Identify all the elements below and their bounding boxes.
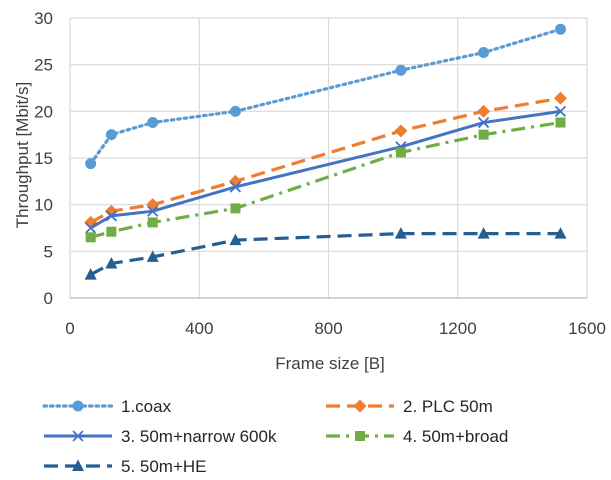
data-point-marker — [105, 129, 117, 141]
data-point-marker — [85, 232, 96, 243]
data-point-marker — [394, 124, 408, 138]
x-tick-label: 1200 — [439, 319, 477, 338]
legend-entry: 2. PLC 50m — [326, 397, 493, 416]
legend-swatch-marker — [72, 400, 84, 412]
series-2 — [84, 91, 568, 229]
legend-entry: 4. 50m+broad — [326, 427, 508, 446]
series-5 — [84, 227, 567, 280]
legend-label: 1.coax — [121, 397, 172, 416]
y-tick-label: 25 — [34, 56, 53, 75]
legend-label: 3. 50m+narrow 600k — [121, 427, 277, 446]
y-tick-label: 10 — [34, 196, 53, 215]
data-point-marker — [230, 203, 241, 214]
x-tick-label: 400 — [185, 319, 213, 338]
data-point-marker — [229, 181, 242, 193]
data-point-marker — [477, 104, 491, 118]
legend-swatch-marker — [355, 431, 365, 441]
y-tick-label: 15 — [34, 149, 53, 168]
legend-label: 5. 50m+HE — [121, 457, 207, 476]
series-line — [89, 27, 563, 166]
series-line — [89, 96, 561, 224]
legend-entry: 3. 50m+narrow 600k — [44, 427, 277, 446]
series-line — [89, 109, 561, 230]
x-tick-label: 800 — [314, 319, 342, 338]
data-point-marker — [147, 205, 159, 217]
data-point-marker — [478, 129, 489, 140]
data-point-marker — [106, 226, 117, 237]
data-point-marker — [477, 227, 490, 239]
data-point-marker — [395, 147, 406, 158]
series-line — [90, 120, 561, 239]
series-3 — [85, 105, 567, 234]
legend-entry: 1.coax — [42, 397, 172, 416]
data-point-marker — [146, 250, 159, 262]
legend-label: 4. 50m+broad — [403, 427, 508, 446]
grid-lines — [69, 17, 588, 299]
series-group — [84, 23, 568, 280]
x-axis-title: Frame size [B] — [275, 354, 385, 373]
data-point-marker — [555, 23, 567, 35]
data-point-marker — [555, 117, 566, 128]
x-tick-label: 1600 — [568, 319, 606, 338]
data-point-marker — [395, 64, 407, 76]
data-point-marker — [105, 256, 118, 269]
y-axis-title: Throughput [Mbit/s] — [13, 82, 32, 228]
data-point-marker — [394, 227, 407, 239]
data-point-marker — [477, 116, 490, 129]
series-4 — [85, 117, 566, 243]
legend-swatch-marker — [72, 459, 84, 471]
legend-swatch-marker — [72, 430, 84, 442]
data-point-marker — [105, 210, 117, 222]
legend-label: 2. PLC 50m — [403, 397, 493, 416]
series-line — [89, 232, 561, 277]
data-point-marker — [229, 105, 241, 117]
legend: 1.coax 2. PLC 50m 3. 50m+narrow 600k 4. 50m… — [42, 397, 508, 476]
x-tick-label: 0 — [65, 319, 74, 338]
y-tick-label: 0 — [44, 289, 53, 308]
series-1 — [85, 23, 567, 170]
data-point-marker — [229, 233, 242, 246]
legend-entry: 5. 50m+HE — [44, 457, 207, 476]
data-point-marker — [554, 91, 568, 105]
data-point-marker — [478, 47, 490, 59]
data-point-marker — [85, 222, 97, 234]
data-point-marker — [554, 227, 567, 239]
data-point-marker — [84, 268, 97, 280]
y-tick-label: 5 — [44, 242, 53, 261]
data-point-marker — [147, 217, 158, 228]
legend-swatch-marker — [353, 399, 367, 413]
y-tick-label: 30 — [34, 9, 53, 28]
data-point-marker — [147, 117, 159, 129]
y-tick-label: 20 — [34, 102, 53, 121]
tick-labels: 0 5 10 15 20 25 30 0 400 800 1200 1600 — [34, 9, 606, 338]
data-point-marker — [554, 105, 567, 117]
data-point-marker — [85, 158, 97, 170]
